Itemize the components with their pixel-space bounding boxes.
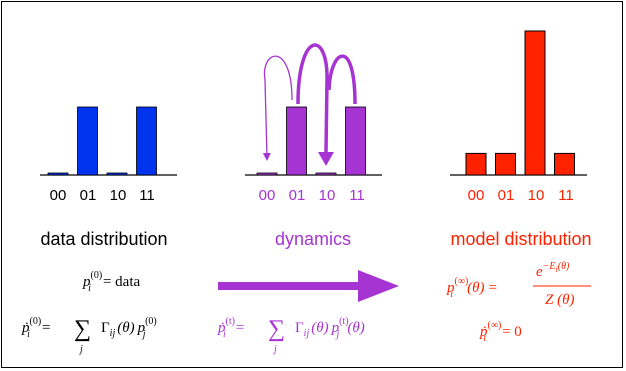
- dynamics-tick-00: 00: [259, 187, 276, 204]
- svg-text:e−Ei(θ): e−Ei(θ): [536, 261, 570, 280]
- data-equation-dynamics: ṗ(0) i = ∑ j Γij (θ) p(0) j: [21, 316, 157, 355]
- svg-text:Γij(θ)p(t)j(θ): Γij (θ) p(t) j (θ): [295, 316, 365, 340]
- svg-text:∑: ∑: [268, 316, 285, 342]
- svg-text:ṗ(0)i=: ṗ(0) i =: [21, 316, 50, 340]
- data-distribution-panel: 00 01 10 11 data distribution p(0) i = dat…: [21, 106, 177, 355]
- arrow-01-to-10-head: [318, 152, 334, 166]
- model-tick-11: 11: [558, 187, 574, 204]
- model-bar-11: [554, 152, 575, 176]
- model-bars: [465, 30, 575, 176]
- data-bar-11: [136, 106, 157, 176]
- dynamics-bar-10: [315, 172, 337, 176]
- dynamics-bar-01: [286, 106, 307, 176]
- dynamics-tick-11: 11: [349, 187, 365, 204]
- svg-text:Z (θ): Z (θ): [545, 292, 574, 308]
- svg-text:j: j: [78, 344, 83, 355]
- data-bar-01: [77, 106, 98, 176]
- data-equation-initial: p(0) i = data: [82, 270, 140, 294]
- dynamics-title: dynamics: [275, 229, 351, 249]
- model-equation-zero: ṗ(∞) i = 0: [479, 320, 522, 344]
- model-distribution-panel: 00 01 10 11 model distribution p(∞) i (θ) =…: [446, 30, 592, 344]
- data-tick-10: 10: [110, 187, 127, 204]
- data-tick-00: 00: [50, 187, 67, 204]
- big-arrow-head: [358, 270, 399, 302]
- data-bar-00: [47, 172, 69, 176]
- arrow-11-to-10: [327, 54, 357, 105]
- dynamics-tick-01: 01: [289, 187, 306, 204]
- data-bar-10: [106, 172, 128, 176]
- data-tick-11: 11: [139, 187, 155, 204]
- model-equation-stationary: p(∞) i (θ) = e−Ei(θ) Z (θ): [446, 261, 591, 308]
- model-bar-10: [524, 30, 546, 176]
- arrow-01-to-10: [296, 43, 329, 153]
- model-tick-00: 00: [468, 187, 485, 204]
- model-tick-01: 01: [498, 187, 515, 204]
- data-tick-01: 01: [80, 187, 97, 204]
- dynamics-bar-00: [256, 172, 278, 176]
- model-bar-00: [465, 152, 487, 176]
- svg-text:ṗ(t)i=: ṗ(t) i =: [217, 316, 244, 340]
- dynamics-equation: ṗ(t) i = ∑ j Γij (θ) p(t) j (θ): [217, 316, 365, 355]
- dynamics-tick-10: 10: [319, 187, 336, 204]
- svg-text:Γij(θ)p(0)j: Γij (θ) p(0) j: [101, 316, 157, 340]
- dynamics-bar-11: [345, 106, 366, 176]
- dynamics-bars: [256, 106, 366, 176]
- arrow-01-to-00: [262, 55, 293, 161]
- model-distribution-title: model distribution: [450, 229, 591, 249]
- model-tick-10: 10: [528, 187, 545, 204]
- svg-text:j: j: [272, 344, 277, 355]
- data-bars: [47, 106, 157, 176]
- svg-text:∑: ∑: [74, 316, 91, 342]
- data-distribution-title: data distribution: [40, 229, 167, 249]
- model-bar-01: [495, 152, 516, 176]
- dynamics-panel: 00 01 10 11 dynamics ṗ(t) i = ∑ j Γij (θ) p(…: [217, 43, 399, 355]
- svg-text:p(∞)i(θ)=: p(∞) i (θ) =: [446, 276, 497, 300]
